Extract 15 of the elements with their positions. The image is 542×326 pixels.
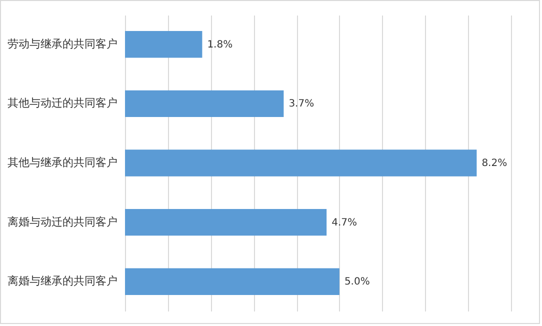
bar <box>125 268 340 295</box>
data-label: 5.0% <box>344 276 370 288</box>
bar <box>125 150 477 176</box>
data-label: 3.7% <box>288 98 314 110</box>
y-tick-label: 离婚与动迁的共同客户 <box>8 215 118 228</box>
bar <box>125 31 202 58</box>
data-label: 1.8% <box>207 39 233 50</box>
y-tick-label: 离婚与继承的共同客户 <box>8 274 118 288</box>
y-tick-label: 其他与动迁的共同客户 <box>8 96 118 110</box>
data-label: 8.2% <box>482 158 508 169</box>
bar <box>125 208 327 236</box>
y-tick-label: 其他与继承的共同客户 <box>8 156 118 169</box>
bar <box>125 90 284 118</box>
data-label: 4.7% <box>332 217 357 228</box>
y-tick-label: 劳动与继承的共同客户 <box>8 37 118 50</box>
